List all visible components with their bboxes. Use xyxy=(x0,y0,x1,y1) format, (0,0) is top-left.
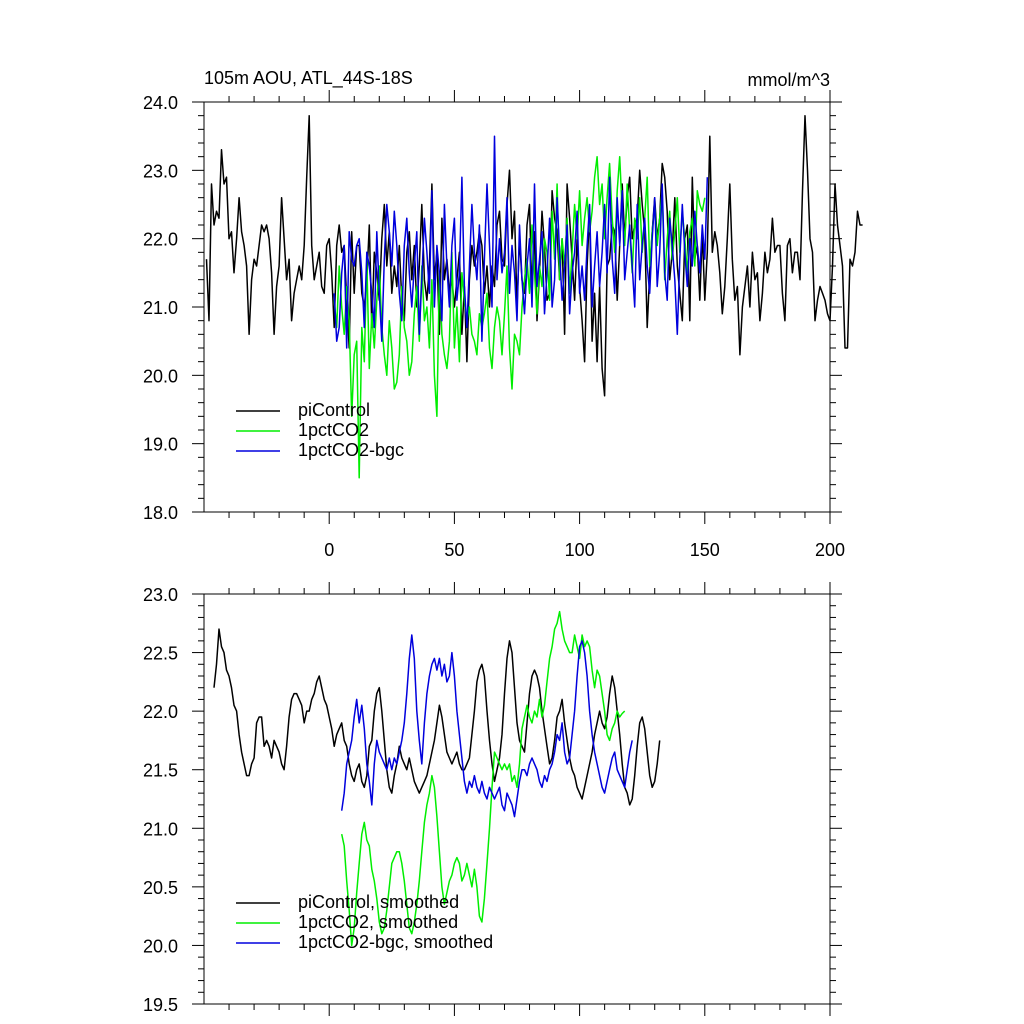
y-tick-label: 21.0 xyxy=(143,819,178,839)
legend-label: 1pctCO2, smoothed xyxy=(298,912,458,932)
legend-label: piControl, smoothed xyxy=(298,892,459,912)
y-tick-label: 21.0 xyxy=(143,298,178,318)
y-tick-label: 24.0 xyxy=(143,93,178,113)
top-panel-y-axis: 18.0 19.0 20.0 21.0 22.0 23.0 24.0 xyxy=(143,93,842,523)
y-tick-label: 21.5 xyxy=(143,761,178,781)
legend-label: 1pctCO2 xyxy=(298,420,369,440)
legend-label: piControl xyxy=(298,400,370,420)
bottom-panel-series xyxy=(213,610,661,947)
bottom-panel-y-axis: 19.5 20.0 20.5 21.0 21.5 22.0 22.5 23.0 xyxy=(143,585,842,1015)
y-tick-label: 20.5 xyxy=(143,878,178,898)
x-tick-label: 150 xyxy=(690,540,720,560)
x-tick-label: 100 xyxy=(565,540,595,560)
x-tick-label: 200 xyxy=(815,540,845,560)
legend-label: 1pctCO2-bgc, smoothed xyxy=(298,932,493,952)
x-tick-label: 50 xyxy=(444,540,464,560)
series-line-1pctco2-smoothed xyxy=(340,610,626,947)
series-line-1pctco2-bgc xyxy=(333,135,709,349)
y-tick-label: 20.0 xyxy=(143,936,178,956)
series-line-1pctco2 xyxy=(333,155,706,479)
bottom-panel: 19.5 20.0 20.5 21.0 21.5 22.0 22.5 23.0 piContr… xyxy=(143,582,842,1016)
series-line-picontrol-smoothed xyxy=(213,628,661,806)
y-tick-label: 20.0 xyxy=(143,366,178,386)
y-tick-label: 22.0 xyxy=(143,230,178,250)
y-tick-label: 19.5 xyxy=(143,995,178,1015)
top-panel-series xyxy=(205,114,863,479)
y-tick-label: 23.0 xyxy=(143,161,178,181)
bottom-panel-plot-frame xyxy=(203,593,831,1005)
legend-label: 1pctCO2-bgc xyxy=(298,440,404,460)
top-panel-units: mmol/m^3 xyxy=(748,70,830,90)
y-tick-label: 19.0 xyxy=(143,435,178,455)
top-panel: 105m AOU, ATL_44S-18S mmol/m^3 18.0 19.0 2… xyxy=(143,68,863,560)
y-tick-label: 18.0 xyxy=(143,503,178,523)
y-tick-label: 23.0 xyxy=(143,585,178,605)
x-tick-label: 0 xyxy=(324,540,334,560)
y-tick-label: 22.0 xyxy=(143,702,178,722)
bottom-panel-x-axis xyxy=(228,582,831,1016)
series-line-1pctco2-bgc-smoothed xyxy=(340,634,633,818)
top-panel-title: 105m AOU, ATL_44S-18S xyxy=(204,68,413,89)
top-panel-x-axis: 0 50 100 150 200 xyxy=(228,90,845,560)
y-tick-label: 22.5 xyxy=(143,644,178,664)
series-line-picontrol xyxy=(205,114,863,397)
